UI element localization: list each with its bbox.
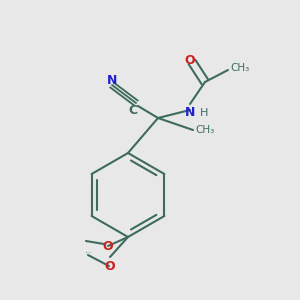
Text: CH₃: CH₃ [230,63,249,73]
Text: O: O [185,53,195,67]
Text: N: N [107,74,117,86]
Text: methoxy: methoxy [86,252,92,253]
Text: N: N [185,106,195,118]
Text: C: C [128,103,138,116]
Text: O: O [103,239,113,253]
Text: H: H [200,108,208,118]
Text: CH₃: CH₃ [195,125,214,135]
Text: O: O [105,260,115,273]
